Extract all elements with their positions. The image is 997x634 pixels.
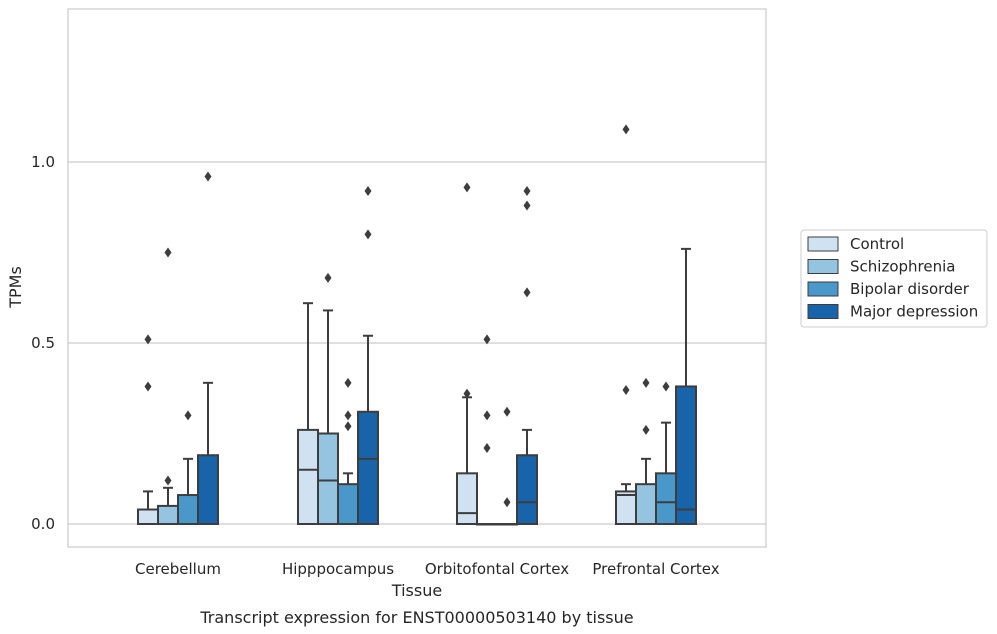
box-schizophrenia — [157, 247, 179, 525]
box-control — [615, 124, 637, 526]
legend-swatch — [807, 304, 839, 319]
outlier-point — [483, 334, 491, 345]
box-control — [137, 334, 159, 525]
outlier-point — [503, 406, 511, 417]
outlier-point — [523, 287, 531, 298]
boxes — [137, 124, 697, 526]
legend: Control Schizophrenia Bipolar disorder Majo… — [800, 229, 988, 328]
outlier-point — [662, 381, 670, 392]
legend-items: Control Schizophrenia Bipolar disorder Majo… — [807, 235, 978, 321]
box-major-depression — [675, 247, 697, 525]
outlier-point — [642, 377, 650, 388]
box-iqr — [157, 504, 179, 525]
box-iqr — [357, 410, 379, 525]
legend-label: Major depression — [850, 303, 978, 321]
x-tick-label: Hipppocampus — [282, 560, 394, 578]
outlier-point — [483, 410, 491, 421]
legend-swatch — [807, 259, 839, 274]
outlier-point — [164, 247, 172, 258]
box-iqr — [317, 432, 339, 525]
box-control — [456, 182, 478, 526]
box-bipolar-disorder — [655, 381, 677, 526]
x-tick-label: Orbitofontal Cortex — [425, 560, 569, 578]
box-bipolar-disorder — [496, 406, 518, 526]
outlier-point — [144, 334, 152, 345]
y-tick-label: 0.0 — [31, 515, 55, 533]
box-iqr — [337, 483, 359, 525]
outlier-point — [503, 497, 511, 508]
outlier-point — [344, 377, 352, 388]
outlier-point — [483, 442, 491, 453]
box-schizophrenia — [635, 377, 657, 525]
x-tick-label: Prefrontal Cortex — [592, 560, 719, 578]
box-iqr — [615, 490, 637, 526]
legend-swatch — [807, 281, 839, 297]
box-bipolar-disorder — [337, 377, 359, 525]
plot-frame — [67, 8, 767, 548]
outlier-point — [622, 124, 630, 135]
outlier-point — [364, 229, 372, 240]
box-major-depression — [357, 185, 379, 525]
legend-frame — [800, 229, 988, 328]
gridlines — [68, 161, 766, 525]
box-iqr — [675, 385, 697, 525]
box-iqr — [177, 494, 199, 526]
outlier-point — [523, 185, 531, 196]
box-iqr — [137, 508, 159, 525]
outlier-point — [164, 475, 172, 486]
y-tick-labels: 0.00.51.01.52.02.5 — [31, 153, 55, 533]
outlier-point — [344, 421, 352, 432]
legend-label: Control — [850, 235, 904, 253]
outlier-point — [204, 171, 212, 182]
box-iqr — [197, 454, 219, 525]
chart-caption: Transcript expression for ENST0000050314… — [199, 608, 633, 627]
legend-label: Bipolar disorder — [850, 280, 970, 298]
outlier-point — [523, 200, 531, 211]
outlier-point — [622, 385, 630, 396]
box-iqr — [297, 428, 319, 526]
box-control — [297, 302, 319, 526]
box-bipolar-disorder — [177, 410, 199, 526]
x-axis-label: Tissue — [391, 581, 442, 600]
y-tick-label: 1.0 — [31, 153, 55, 171]
box-iqr — [655, 472, 677, 526]
box-iqr — [516, 454, 538, 525]
outlier-point — [463, 388, 471, 399]
outlier-point — [344, 410, 352, 421]
box-iqr — [456, 472, 478, 526]
x-tick-labels: Cerebellum Hipppocampus Orbitofontal Corte… — [135, 560, 720, 578]
box-major-depression — [197, 171, 219, 525]
y-axis-label: TPMs — [6, 266, 25, 309]
outlier-point — [463, 182, 471, 193]
box-iqr — [635, 483, 657, 525]
box-schizophrenia — [317, 272, 339, 525]
box-schizophrenia — [476, 334, 498, 526]
legend-label: Schizophrenia — [850, 258, 955, 276]
box-major-depression — [516, 185, 538, 525]
outlier-point — [364, 185, 372, 196]
x-tick-label: Cerebellum — [135, 560, 221, 578]
legend-swatch — [807, 236, 839, 252]
outlier-point — [642, 424, 650, 435]
y-tick-label: 0.5 — [31, 334, 55, 352]
outlier-point — [324, 272, 332, 283]
outlier-point — [144, 381, 152, 392]
outlier-point — [184, 410, 192, 421]
